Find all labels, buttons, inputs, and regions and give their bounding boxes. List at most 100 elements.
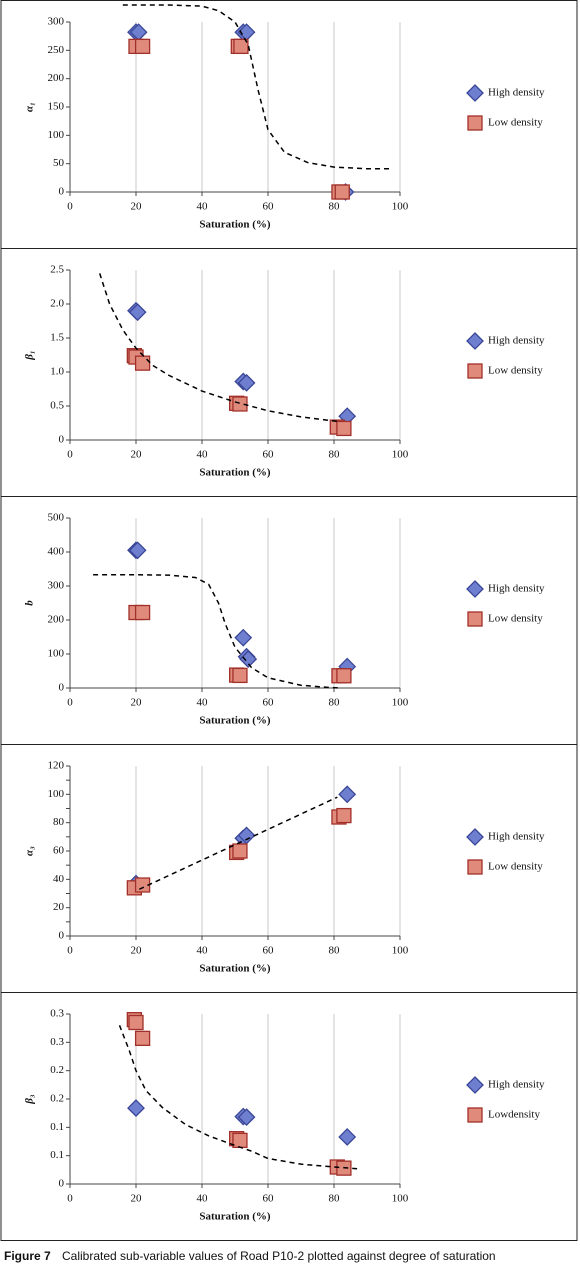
x-tick-label: 80: [329, 1193, 341, 1205]
x-tick-label: 100: [392, 201, 409, 213]
y-tick-label: 200: [48, 614, 65, 626]
x-axis-label: Saturation (%): [199, 467, 271, 479]
y-tick-label: 0: [59, 1178, 65, 1190]
x-tick-label: 80: [329, 449, 341, 461]
legend-marker: [466, 332, 484, 350]
legend-label: Lowdensity: [488, 1109, 540, 1121]
y-tick-label: 100: [48, 648, 65, 660]
y-tick-label: 120: [48, 760, 65, 772]
y-tick-label: 500: [48, 512, 65, 524]
x-tick-label: 100: [392, 1193, 409, 1205]
trend-line: [93, 574, 341, 689]
legend-marker: [467, 363, 483, 379]
y-tick-label: 60: [53, 845, 65, 857]
legend-label: High density: [488, 1079, 545, 1091]
x-tick-label: 0: [67, 945, 73, 957]
y-tick-label: 200: [48, 72, 65, 84]
square-marker: [334, 184, 350, 200]
legend-marker: [467, 1107, 483, 1123]
y-tick-label: 1.5: [50, 332, 64, 344]
y-tick-label: 0.5: [50, 400, 64, 412]
x-tick-label: 20: [131, 449, 143, 461]
legend-label: High density: [488, 583, 545, 595]
square-marker: [336, 668, 352, 684]
x-tick-label: 60: [263, 1193, 275, 1205]
legend-marker: [466, 84, 484, 102]
x-axis-label: Saturation (%): [199, 1211, 271, 1223]
y-tick-label: 0: [59, 434, 65, 446]
diamond-marker: [338, 1128, 357, 1146]
legend-label: Low density: [488, 861, 543, 873]
square-marker: [134, 38, 151, 55]
panel-frame: [0, 992, 578, 1241]
y-tick-label: 0.1: [50, 1121, 64, 1133]
x-tick-label: 40: [197, 449, 209, 461]
caption-label: Figure 7: [4, 1249, 51, 1263]
y-tick-label: 150: [48, 101, 65, 113]
y-axis-label: b: [24, 600, 36, 606]
square-marker: [232, 396, 248, 412]
x-tick-label: 0: [67, 449, 73, 461]
diamond-marker: [239, 650, 258, 669]
legend-marker: [466, 1076, 484, 1094]
square-marker: [232, 667, 248, 684]
y-axis-label: α₁: [24, 102, 36, 112]
y-tick-label: 300: [48, 16, 65, 28]
x-tick-label: 100: [392, 945, 409, 957]
y-axis-label: β₃: [24, 1094, 36, 1105]
y-tick-label: 100: [48, 129, 65, 141]
diamond-marker: [127, 1099, 145, 1117]
square-marker: [134, 604, 151, 621]
diamond-marker: [237, 1108, 256, 1127]
y-tick-label: 0.3: [50, 1036, 64, 1048]
x-tick-label: 60: [263, 201, 275, 213]
trend-line: [122, 4, 391, 170]
legend-label: High density: [488, 87, 545, 99]
y-tick-label: 20: [53, 901, 65, 913]
x-tick-label: 40: [197, 697, 209, 709]
square-marker: [336, 420, 352, 437]
trend-line: [118, 1025, 358, 1170]
y-tick-label: 80: [53, 816, 65, 828]
x-tick-label: 60: [263, 449, 275, 461]
y-tick-label: 40: [53, 873, 65, 885]
caption-text: Calibrated sub-variable values of Road P…: [62, 1249, 496, 1263]
y-tick-label: 0.3: [50, 1008, 64, 1020]
diamond-marker: [338, 785, 357, 804]
x-tick-label: 0: [67, 201, 73, 213]
y-axis-label: β₁: [24, 350, 36, 360]
legend-label: Low density: [488, 613, 543, 625]
y-axis-label: α₃: [24, 846, 36, 856]
trend-line: [98, 273, 341, 423]
legend-marker: [466, 828, 484, 846]
legend-marker: [467, 115, 483, 131]
x-tick-label: 80: [329, 945, 341, 957]
x-tick-label: 40: [197, 201, 209, 213]
diamond-marker: [128, 541, 147, 560]
square-marker: [232, 843, 248, 859]
y-tick-label: 2.5: [50, 264, 64, 276]
legend-label: Low density: [488, 365, 543, 377]
x-tick-label: 0: [67, 1193, 73, 1205]
x-tick-label: 40: [197, 1193, 209, 1205]
trend-line: [138, 796, 338, 890]
legend-label: Low density: [488, 117, 543, 129]
y-tick-label: 0.2: [50, 1093, 64, 1105]
y-tick-label: 400: [48, 546, 65, 558]
x-tick-label: 80: [329, 201, 341, 213]
x-tick-label: 0: [67, 697, 73, 709]
x-axis-label: Saturation (%): [199, 715, 271, 727]
legend-label: High density: [488, 831, 545, 843]
diamond-marker: [237, 373, 256, 392]
x-tick-label: 20: [131, 201, 143, 213]
y-tick-label: 0: [59, 186, 65, 198]
legend-label: High density: [488, 335, 545, 347]
y-tick-label: 0: [59, 682, 65, 694]
square-marker: [336, 807, 352, 824]
y-tick-label: 0: [59, 930, 65, 942]
y-tick-label: 100: [48, 788, 65, 800]
x-tick-label: 60: [263, 945, 275, 957]
x-axis-label: Saturation (%): [199, 219, 271, 231]
x-tick-label: 20: [131, 945, 143, 957]
